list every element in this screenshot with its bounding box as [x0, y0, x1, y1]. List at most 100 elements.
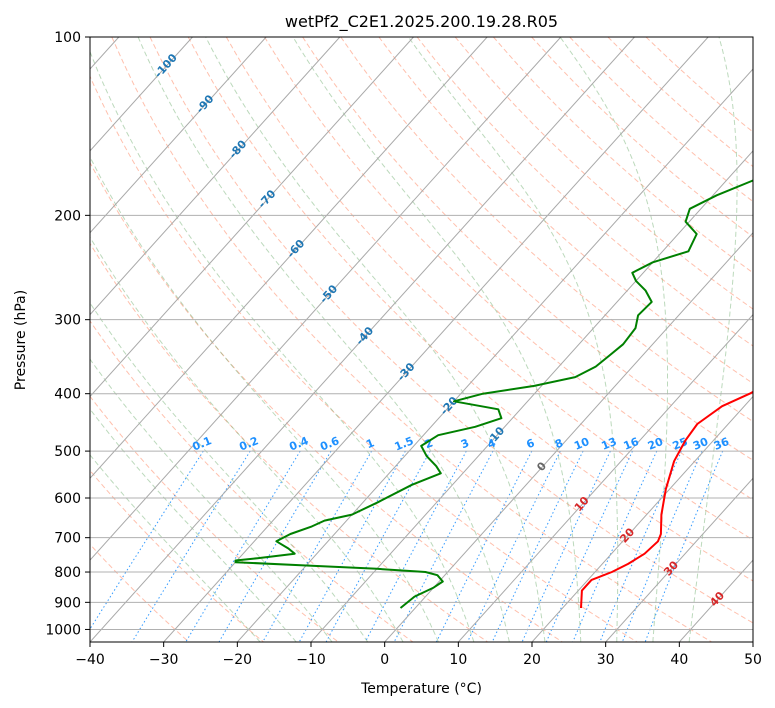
mixing-ratio-line — [262, 450, 373, 642]
mixing-ratio-line — [185, 450, 301, 642]
x-tick-label: −30 — [149, 652, 179, 668]
plot-frame — [89, 36, 754, 643]
dewpoint-profile-line — [234, 179, 753, 609]
dry-adiabat — [569, 37, 753, 203]
mixing-ratio-line — [364, 450, 467, 642]
mixing-ratio-label: 13 — [600, 435, 619, 453]
x-tick-label: −20 — [223, 652, 253, 668]
y-tick-label: 500 — [54, 444, 81, 460]
y-tick-label: 900 — [54, 595, 81, 611]
x-tick-label: 30 — [597, 652, 615, 668]
isotherm — [310, 150, 753, 642]
dry-adiabat — [378, 37, 753, 385]
moist-adiabat — [90, 358, 333, 642]
dry-adiabat — [340, 37, 753, 423]
profile-lines — [234, 179, 753, 609]
y-tick-label: 700 — [54, 531, 81, 547]
dry-adiabat — [90, 395, 339, 642]
x-tick-label: 10 — [449, 652, 467, 668]
isotherm — [90, 37, 414, 398]
y-tick-label: 400 — [54, 387, 81, 403]
moist-adiabat — [205, 37, 546, 642]
y-axis-ticks: 100 200 300 400 500 600 700 800 900 1000 — [45, 30, 90, 638]
y-tick-label: 300 — [54, 313, 81, 329]
isotherm — [384, 231, 753, 642]
moist-adiabat — [137, 37, 510, 642]
isotherm — [457, 313, 753, 642]
y-tick-label: 200 — [54, 208, 81, 224]
mixing-ratio-label: 3 — [459, 436, 471, 451]
mixing-ratio-label: 2 — [423, 436, 435, 451]
isotherm — [163, 37, 709, 642]
background-lines — [90, 37, 753, 642]
isotherm — [605, 477, 753, 642]
isotherm — [531, 395, 753, 642]
dry-adiabat — [90, 320, 414, 642]
y-tick-label: 800 — [54, 565, 81, 581]
mixing-ratio-label: 1 — [364, 436, 376, 451]
x-tick-label: −10 — [296, 652, 326, 668]
dry-adiabat — [607, 37, 753, 168]
mixing-ratio-line — [621, 450, 703, 642]
mixing-ratio-line — [90, 450, 204, 630]
mixing-ratio-line — [491, 450, 584, 642]
temperature-profile-line — [580, 390, 753, 609]
dry-adiabat — [416, 37, 753, 347]
mixing-ratio-label: 36 — [712, 435, 731, 453]
isotherm — [90, 37, 341, 316]
dry-adiabat — [493, 37, 753, 274]
dry-adiabat — [645, 37, 753, 133]
x-tick-label: 50 — [744, 652, 762, 668]
dry-adiabat — [531, 37, 753, 238]
isotherm — [236, 68, 753, 642]
dry-adiabat — [264, 37, 753, 501]
y-tick-label: 1000 — [45, 622, 81, 638]
y-axis-label: Pressure (hPa) — [13, 290, 29, 390]
y-tick-label: 600 — [54, 491, 81, 507]
isotherm — [90, 37, 193, 152]
moist-adiabat — [407, 37, 619, 642]
mixing-ratio-label: 10 — [572, 435, 591, 453]
isotherm — [752, 641, 753, 642]
moist-adiabat — [90, 50, 475, 642]
dry-adiabat — [111, 37, 712, 642]
mixing-ratio-line — [545, 450, 633, 642]
x-axis-label: Temperature (°C) — [360, 681, 482, 697]
mixing-ratio-label: 30 — [691, 435, 710, 453]
isotherm — [90, 37, 635, 642]
moist-adiabat — [688, 37, 738, 642]
mixing-ratio-label: 25 — [671, 435, 690, 453]
x-tick-label: 20 — [523, 652, 541, 668]
moist-adiabat — [559, 37, 668, 642]
dry-adiabat — [149, 37, 753, 624]
moist-adiabat — [90, 302, 369, 642]
mixing-ratio-label: 8 — [553, 436, 565, 451]
moist-adiabat — [90, 236, 404, 642]
dry-adiabat — [225, 37, 753, 541]
x-axis-ticks: −40 −30 −20 −10 0 10 20 30 40 50 — [75, 642, 762, 668]
mixing-ratio-line — [467, 450, 561, 642]
isotherm — [90, 37, 267, 234]
mixing-ratio-line — [521, 450, 611, 642]
isotherm — [90, 37, 488, 480]
x-tick-label: −40 — [75, 652, 105, 668]
mixing-ratio-line — [644, 450, 724, 642]
x-tick-label: 0 — [380, 652, 389, 668]
x-tick-label: 40 — [670, 652, 688, 668]
dry-adiabat — [90, 75, 638, 642]
chart-title: wetPf2_C2E1.2025.200.19.28.R05 — [285, 12, 558, 32]
isotherm — [90, 37, 562, 561]
mixing-ratio-line — [131, 450, 251, 642]
mixing-ratio-line — [325, 450, 431, 642]
moist-adiabat — [90, 454, 261, 642]
dry-adiabat — [90, 543, 190, 642]
dry-adiabat — [302, 37, 753, 461]
mixing-ratio-line — [572, 450, 658, 642]
mixing-ratio-line — [298, 450, 406, 642]
dry-adiabat — [90, 242, 488, 642]
y-tick-label: 100 — [54, 30, 81, 46]
mixing-ratio-line — [435, 450, 533, 642]
mixing-ratio-label: 6 — [525, 436, 537, 451]
